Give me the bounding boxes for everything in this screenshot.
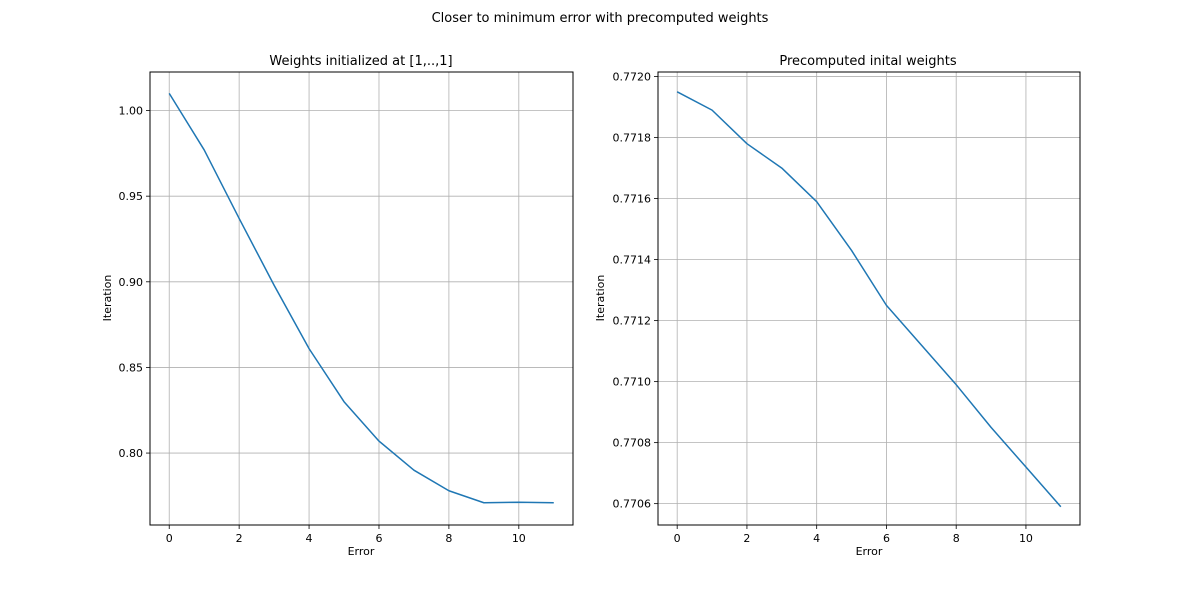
right-chart-x-tick-label: 0 (674, 532, 681, 545)
left-chart-y-tick-label: 0.80 (119, 447, 144, 460)
left-chart-y-axis: 0.80 0.85 0.90 0.95 1.00 (119, 105, 150, 460)
right-chart-y-tick-label: 0.7706 (613, 498, 652, 511)
figure-suptitle: Closer to minimum error with precomputed… (432, 11, 769, 26)
left-chart-y-tick-label: 0.95 (119, 190, 144, 203)
left-chart-title: Weights initialized at [1,..,1] (269, 54, 452, 69)
left-chart-x-tick-label: 6 (375, 532, 382, 545)
right-chart-y-tick-label: 0.7708 (613, 437, 652, 450)
right-chart-x-tick-label: 2 (743, 532, 750, 545)
left-chart-series-line (168, 93, 554, 504)
right-chart-frame (657, 71, 1081, 526)
left-chart-x-axis-label: Error (348, 545, 375, 558)
right-chart-y-tick-label: 0.7710 (613, 376, 652, 389)
left-chart-x-tick-label: 8 (445, 532, 452, 545)
right-chart-y-axis-label: Iteration (594, 275, 607, 322)
left-chart-y-tick-label: 1.00 (119, 105, 144, 118)
right-chart-y-axis: 0.7706 0.7708 0.7710 0.7712 0.7714 0.7716 0.77… (613, 71, 658, 511)
left-chart-x-tick-label: 2 (236, 532, 243, 545)
right-chart-x-tick-label: 6 (883, 532, 890, 545)
right-chart-x-tick-label: 4 (813, 532, 820, 545)
left-chart-x-tick-label: 10 (512, 532, 526, 545)
right-chart-grid (658, 72, 1080, 525)
left-chart-frame (149, 71, 574, 526)
left-chart-x-axis: 0 2 4 6 8 10 (166, 525, 526, 545)
right-chart-y-tick-label: 0.7716 (613, 193, 652, 206)
right-chart-title: Precomputed inital weights (779, 54, 957, 69)
right-chart-x-axis-label: Error (856, 545, 883, 558)
right-chart-x-tick-label: 8 (953, 532, 960, 545)
left-chart-grid (150, 72, 573, 525)
left-chart-y-tick-label: 0.85 (119, 361, 144, 374)
right-chart-y-tick-label: 0.7712 (613, 315, 652, 328)
left-chart-y-tick-label: 0.90 (119, 276, 144, 289)
right-chart-series-line (676, 91, 1062, 508)
right-chart-x-tick-label: 10 (1019, 532, 1033, 545)
left-chart-x-tick-label: 4 (306, 532, 313, 545)
left-chart-x-tick-label: 0 (166, 532, 173, 545)
right-chart: Precomputed inital weights 0 2 4 6 8 10 0.770… (594, 54, 1081, 558)
right-chart-y-tick-label: 0.7720 (613, 71, 652, 84)
right-chart-y-tick-label: 0.7718 (613, 132, 652, 145)
right-chart-y-tick-label: 0.7714 (613, 254, 652, 267)
left-chart-y-axis-label: Iteration (101, 275, 114, 322)
left-chart: Weights initialized at [1,..,1] 0 2 4 6 8 10 … (101, 54, 574, 558)
right-chart-x-axis: 0 2 4 6 8 10 (674, 525, 1033, 545)
